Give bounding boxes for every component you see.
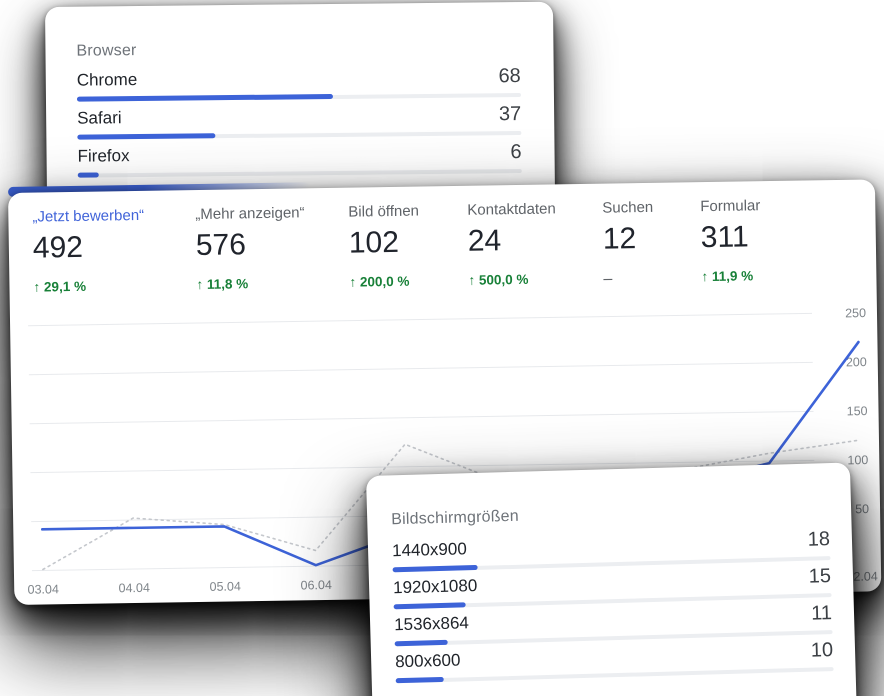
metric-delta-up: ↑ 11,9 % xyxy=(701,268,754,285)
y-axis-label: 100 xyxy=(847,453,868,467)
metric-label: Suchen xyxy=(602,198,654,217)
metric-value: 576 xyxy=(195,228,247,263)
metric-delta-up: ↑ 29,1 % xyxy=(33,278,87,295)
row-value: 6 xyxy=(510,141,522,164)
row-label: 1536x864 xyxy=(393,613,470,635)
row-label: 1440x900 xyxy=(391,539,468,561)
screen-size-row: 1920x1080 15 xyxy=(392,565,832,610)
row-value: 11 xyxy=(810,602,833,625)
browser-row: Chrome 68 xyxy=(76,65,521,102)
row-value: 15 xyxy=(808,565,832,588)
browser-card-title: Browser xyxy=(76,42,137,60)
screen-size-row: 1440x900 18 xyxy=(391,528,831,573)
metric-value: 12 xyxy=(602,222,637,256)
x-axis-label: 05.04 xyxy=(209,579,241,593)
series-line-previous xyxy=(42,439,861,571)
browser-rows: Chrome 68 Safari 37 Firefox 6 xyxy=(45,2,553,178)
x-axis-label: 12.04 xyxy=(846,569,878,583)
row-label: Safari xyxy=(77,108,122,128)
chart-gridline xyxy=(30,459,815,474)
row-value: 68 xyxy=(498,65,521,88)
row-bar-track xyxy=(77,131,522,140)
metric-label: Kontaktdaten xyxy=(467,200,556,219)
row-value: 10 xyxy=(810,639,834,662)
metric-tab-mehr-anzeigen[interactable]: „Mehr anzeigen“ 576 ↑ 11,8 % xyxy=(195,204,306,292)
row-bar-fill xyxy=(76,93,334,102)
screen-size-row: 1536x864 11 xyxy=(393,602,833,647)
row-bar-fill xyxy=(393,602,466,610)
row-bar-fill xyxy=(77,172,100,178)
chart-gridline xyxy=(28,312,812,327)
chart-gridline xyxy=(29,410,814,425)
metric-label: Formular xyxy=(700,197,761,216)
metric-delta-up: ↑ 200,0 % xyxy=(349,273,410,290)
y-axis-label: 50 xyxy=(855,502,869,516)
row-label: 1920x1080 xyxy=(392,575,478,598)
row-bar-track xyxy=(77,169,522,178)
metric-label: „Mehr anzeigen“ xyxy=(195,204,305,224)
row-bar-track xyxy=(76,93,521,102)
metric-tab-jetzt-bewerben[interactable]: „Jetzt bewerben“ 492 ↑ 29,1 % xyxy=(32,207,145,295)
metric-tab-formular[interactable]: Formular 311 ↑ 11,9 % xyxy=(700,197,761,284)
row-bar-fill xyxy=(77,133,216,140)
metric-label: „Jetzt bewerben“ xyxy=(32,206,145,226)
x-axis-label: 03.04 xyxy=(27,582,59,596)
screen-sizes-card: Bildschirmgrößen 1440x900 18 1920x1080 15 15… xyxy=(366,462,858,696)
y-axis-label: 200 xyxy=(846,355,867,369)
row-label: Firefox xyxy=(77,146,130,166)
row-bar-fill xyxy=(394,639,449,647)
metric-value: 311 xyxy=(700,220,749,255)
row-label: Chrome xyxy=(76,70,138,90)
row-label: 800x600 xyxy=(394,650,461,672)
metric-tab-bild-ffnen[interactable]: Bild öffnen 102 ↑ 200,0 % xyxy=(348,203,420,290)
metric-delta-up: ↑ 500,0 % xyxy=(468,271,529,288)
row-value: 37 xyxy=(498,103,522,126)
metric-delta-up: ↑ 11,8 % xyxy=(196,276,249,293)
row-value: 18 xyxy=(807,528,831,551)
screen-sizes-card-title: Bildschirmgrößen xyxy=(390,507,520,529)
x-axis-label: 06.04 xyxy=(300,578,332,592)
metric-tab-suchen[interactable]: Suchen 12 – xyxy=(602,199,654,289)
screen-size-row: 800x600 10 xyxy=(394,639,834,684)
metric-delta-none: – xyxy=(603,270,613,288)
x-axis-label: 04.04 xyxy=(118,581,150,595)
metric-value: 24 xyxy=(467,224,502,258)
chart-gridline xyxy=(28,361,813,376)
metric-tab-kontaktdaten[interactable]: Kontaktdaten 24 ↑ 500,0 % xyxy=(467,200,557,287)
row-bar-fill xyxy=(392,564,479,573)
metric-label: Bild öffnen xyxy=(348,202,420,221)
metric-value: 102 xyxy=(348,225,400,260)
row-bar-fill xyxy=(395,676,444,684)
y-axis-label: 150 xyxy=(847,404,868,418)
metric-value: 492 xyxy=(32,230,84,265)
browser-row: Safari 37 xyxy=(77,103,522,140)
y-axis-label: 250 xyxy=(845,306,866,320)
browser-row: Firefox 6 xyxy=(77,141,522,178)
